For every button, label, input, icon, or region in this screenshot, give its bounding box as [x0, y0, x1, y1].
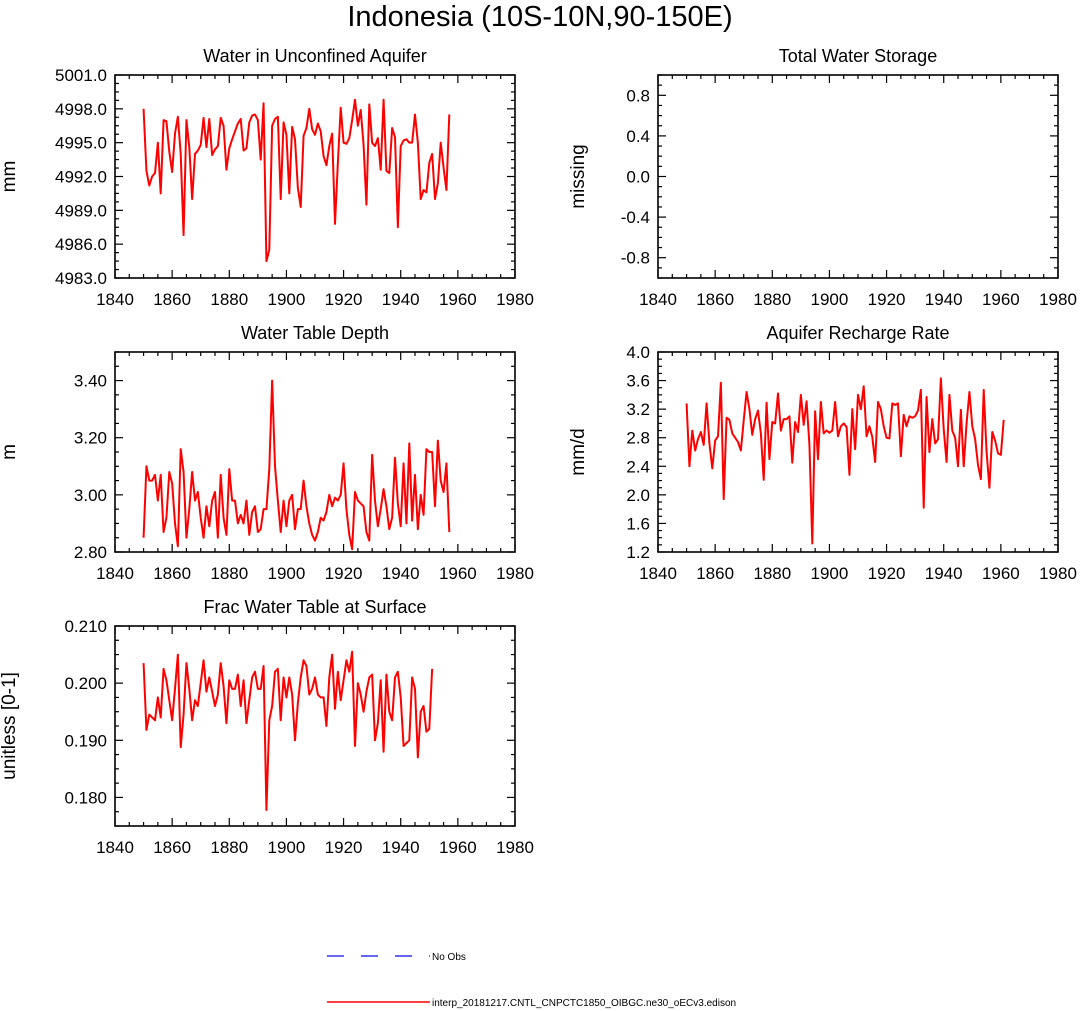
x-tick-label: 1860 [153, 838, 191, 857]
chart-title: Water Table Depth [241, 323, 389, 343]
x-tick-label: 1940 [925, 564, 963, 583]
x-tick-label: 1980 [1039, 290, 1077, 309]
y-tick-label: 3.2 [626, 400, 650, 419]
y-tick-label: 4995.0 [55, 134, 107, 153]
y-axis-label: mm/d [568, 428, 589, 476]
x-tick-label: 1880 [210, 564, 248, 583]
x-tick-label: 1840 [96, 290, 134, 309]
x-tick-label: 1940 [382, 838, 420, 857]
x-tick-label: 1980 [496, 838, 534, 857]
x-tick-label: 1940 [382, 290, 420, 309]
y-tick-label: 2.8 [626, 429, 650, 448]
plot-frame [657, 74, 1059, 279]
chart-panel: Water in Unconfined Aquifer mm 1840 1860 188… [0, 46, 534, 309]
y-axis-label: mm [0, 161, 20, 193]
y-tick-label: 0.4 [626, 127, 650, 146]
x-tick-label: 1880 [210, 838, 248, 857]
x-tick-label: 1940 [925, 290, 963, 309]
plot-frame [114, 351, 516, 553]
chart-title: Total Water Storage [779, 46, 937, 66]
y-tick-label: 0.8 [626, 86, 650, 105]
x-tick-label: 1880 [753, 564, 791, 583]
x-tick-label: 1920 [868, 290, 906, 309]
y-axis-label: missing [568, 144, 589, 208]
y-tick-label: 0.190 [64, 731, 107, 750]
x-tick-label: 1960 [982, 290, 1020, 309]
x-tick-label: 1960 [439, 564, 477, 583]
series-line [685, 377, 1005, 545]
x-tick-label: 1940 [382, 564, 420, 583]
series-line [142, 650, 434, 811]
y-tick-label: 2.80 [74, 543, 107, 562]
x-tick-label: 1980 [496, 564, 534, 583]
y-tick-label: 2.0 [626, 486, 650, 505]
x-tick-label: 1880 [210, 290, 248, 309]
x-tick-label: 1920 [325, 290, 363, 309]
chart-title: Frac Water Table at Surface [203, 597, 426, 617]
x-tick-label: 1860 [696, 564, 734, 583]
y-tick-label: -0.8 [621, 249, 650, 268]
plot-frame [114, 625, 516, 827]
y-axis-label: unitless [0-1] [0, 672, 20, 780]
series-line [142, 379, 451, 551]
x-tick-label: 1860 [153, 290, 191, 309]
x-tick-label: 1980 [1039, 564, 1077, 583]
y-tick-label: 0.210 [64, 617, 107, 636]
x-tick-label: 1900 [268, 564, 306, 583]
x-tick-label: 1920 [325, 564, 363, 583]
y-tick-label: 5001.0 [55, 66, 107, 85]
legend: No Obs interp_20181217.CNTL_CNPCTC1850_OI… [327, 952, 736, 1009]
x-tick-label: 1900 [811, 564, 849, 583]
y-tick-label: 3.40 [74, 372, 107, 391]
chart-panel: Frac Water Table at Surface unitless [0-1… [0, 597, 534, 857]
y-tick-label: 4989.0 [55, 201, 107, 220]
y-tick-label: 3.6 [626, 372, 650, 391]
page-title: Indonesia (10S-10N,90-150E) [347, 1, 733, 33]
y-tick-label: 1.6 [626, 514, 650, 533]
y-tick-label: 3.00 [74, 486, 107, 505]
x-tick-label: 1920 [868, 564, 906, 583]
y-tick-label: 0.180 [64, 788, 107, 807]
y-tick-label: -0.4 [621, 208, 650, 227]
y-tick-label: 4998.0 [55, 100, 107, 119]
chart-panel: Water Table Depth m 1840 1860 1880 1900 1920 19… [0, 323, 534, 583]
y-tick-label: 2.4 [626, 457, 650, 476]
x-tick-label: 1840 [639, 564, 677, 583]
x-tick-label: 1840 [96, 838, 134, 857]
x-tick-label: 1840 [639, 290, 677, 309]
y-tick-label: 4983.0 [55, 269, 107, 288]
y-tick-label: 3.20 [74, 429, 107, 448]
x-tick-label: 1860 [153, 564, 191, 583]
plot-frame [657, 351, 1059, 553]
y-tick-label: 0.0 [626, 168, 650, 187]
x-tick-label: 1960 [439, 838, 477, 857]
x-tick-label: 1880 [753, 290, 791, 309]
x-tick-label: 1900 [268, 838, 306, 857]
x-tick-label: 1960 [439, 290, 477, 309]
plot-frame [114, 74, 516, 279]
chart-title: Water in Unconfined Aquifer [203, 46, 426, 66]
x-tick-label: 1900 [811, 290, 849, 309]
y-tick-label: 4992.0 [55, 168, 107, 187]
y-tick-label: 4.0 [626, 343, 650, 362]
chart-panel: Aquifer Recharge Rate mm/d 1840 1860 1880 190… [568, 323, 1077, 583]
x-tick-label: 1980 [496, 290, 534, 309]
y-tick-label: 4986.0 [55, 235, 107, 254]
x-tick-label: 1920 [325, 838, 363, 857]
chart-panel: Total Water Storage missing 1840 1860 1880 19… [568, 46, 1077, 309]
legend-label-model: interp_20181217.CNTL_CNPCTC1850_OIBGC.ne… [432, 998, 736, 1009]
y-tick-label: 1.2 [626, 543, 650, 562]
chart-title: Aquifer Recharge Rate [766, 323, 949, 343]
x-tick-label: 1960 [982, 564, 1020, 583]
y-tick-label: 0.200 [64, 674, 107, 693]
x-tick-label: 1900 [268, 290, 306, 309]
x-tick-label: 1860 [696, 290, 734, 309]
legend-label-obs: No Obs [432, 952, 466, 963]
x-tick-label: 1840 [96, 564, 134, 583]
y-axis-label: m [0, 444, 20, 460]
series-line [142, 98, 451, 263]
